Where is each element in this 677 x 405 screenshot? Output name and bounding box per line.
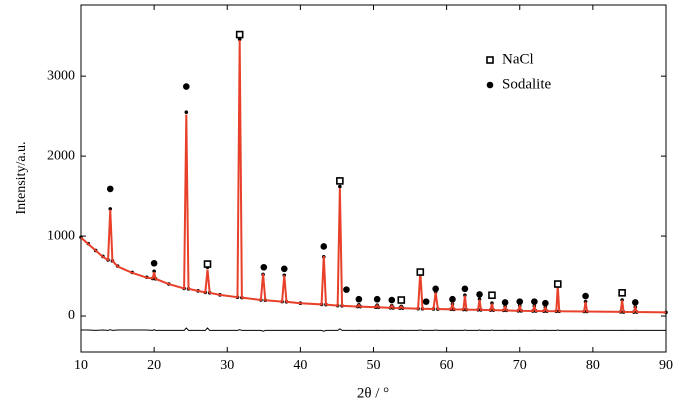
x-tick-label: 60 <box>440 358 454 373</box>
y-axis-label: Intensity/a.u. <box>14 141 29 214</box>
y-tick-label: 3000 <box>47 68 75 83</box>
nacl-marker <box>488 291 496 300</box>
legend-symbol <box>486 81 494 89</box>
sodalite-marker <box>432 285 439 293</box>
sodalite-marker <box>516 298 524 305</box>
sodalite-marker <box>183 83 190 90</box>
sodalite-marker <box>542 299 549 307</box>
nacl-marker <box>553 280 562 288</box>
nacl-marker <box>416 268 425 276</box>
calculated-line <box>80 40 667 314</box>
legend-symbol <box>486 56 494 64</box>
sodalite-marker <box>531 298 538 305</box>
x-tick-label: 40 <box>293 358 307 373</box>
sodalite-marker <box>582 292 589 300</box>
sodalite-marker <box>476 291 483 298</box>
x-tick-label: 20 <box>147 358 161 373</box>
sodalite-marker <box>501 299 509 306</box>
nacl-marker <box>397 296 406 304</box>
y-tick-label: 0 <box>68 308 75 323</box>
plot-frame <box>80 4 667 353</box>
sodalite-marker <box>106 185 114 193</box>
nacl-marker <box>336 177 344 185</box>
legend-label: Sodalite <box>502 76 552 92</box>
nacl-marker <box>203 260 212 268</box>
sodalite-marker <box>355 295 363 303</box>
sodalite-marker <box>260 263 268 271</box>
y-tick-label: 2000 <box>47 148 75 163</box>
nacl-marker <box>618 289 626 297</box>
observed-point <box>338 184 342 189</box>
sodalite-marker <box>461 285 469 293</box>
x-tick-label: 70 <box>513 358 527 373</box>
sodalite-marker <box>373 295 381 303</box>
x-tick-label: 50 <box>367 358 381 373</box>
sodalite-marker <box>150 259 158 267</box>
observed-point <box>184 110 189 114</box>
sodalite-marker <box>280 265 288 273</box>
x-tick-label: 30 <box>220 358 234 373</box>
sodalite-marker <box>388 296 396 304</box>
x-tick-label: 90 <box>659 358 673 373</box>
x-tick-label: 10 <box>74 358 88 373</box>
x-tick-label: 80 <box>586 358 600 373</box>
nacl-marker <box>235 30 244 39</box>
sodalite-marker <box>320 243 328 250</box>
sodalite-marker <box>343 286 350 293</box>
sodalite-marker <box>422 298 430 305</box>
difference-line <box>81 327 666 332</box>
x-axis-label: 2θ / ° <box>357 385 389 401</box>
legend-label: NaCl <box>502 51 534 67</box>
y-tick-label: 1000 <box>47 228 75 243</box>
sodalite-marker <box>449 295 456 303</box>
sodalite-marker <box>631 299 639 306</box>
